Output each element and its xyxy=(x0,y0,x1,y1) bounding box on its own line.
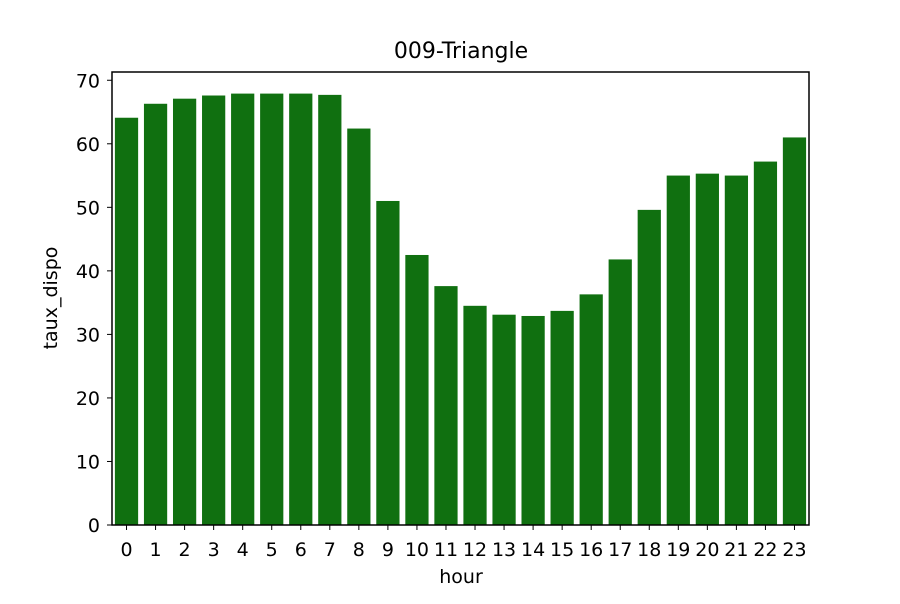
x-tick-label: 17 xyxy=(608,539,632,561)
bar-hour-5 xyxy=(260,93,284,525)
x-tick-label: 16 xyxy=(579,539,603,561)
bar-hour-13 xyxy=(492,314,516,525)
bar-hour-1 xyxy=(143,103,168,526)
x-axis-label: hour xyxy=(439,566,483,588)
bar-hour-19 xyxy=(666,175,690,525)
x-tick-label: 22 xyxy=(753,539,777,561)
y-tick-label: 40 xyxy=(76,261,100,283)
x-tick-label: 13 xyxy=(492,539,516,561)
bar-hour-10 xyxy=(405,254,429,526)
x-tick-label: 5 xyxy=(266,539,278,561)
x-tick-label: 11 xyxy=(434,539,458,561)
x-tick-label: 15 xyxy=(550,539,574,561)
x-tick-label: 6 xyxy=(295,539,307,561)
x-tick-label: 20 xyxy=(695,539,719,561)
y-tick-label: 30 xyxy=(76,324,100,346)
x-tick-label: 14 xyxy=(521,539,545,561)
bar-hour-18 xyxy=(637,209,661,525)
x-tick-label: 19 xyxy=(666,539,690,561)
bar-hour-17 xyxy=(608,259,632,525)
x-tick-label: 2 xyxy=(179,539,191,561)
y-tick-label: 10 xyxy=(76,451,100,473)
x-tick-label: 7 xyxy=(324,539,336,561)
bar-hour-0 xyxy=(114,117,139,526)
x-axis-ticks: 0 1 2 3 4 5 6 7 8 9 10 11 12 13 14 15 16 17 18 19 20 21 22 23 xyxy=(120,525,807,561)
bar-hour-9 xyxy=(376,200,400,525)
bar-hour-20 xyxy=(695,173,719,525)
bar-hour-7 xyxy=(318,94,342,526)
bar-hour-6 xyxy=(289,93,313,525)
bar-hour-4 xyxy=(231,93,255,525)
x-tick-label: 9 xyxy=(382,539,394,561)
y-tick-label: 70 xyxy=(76,70,100,92)
x-tick-label: 1 xyxy=(150,539,162,561)
bar-hour-23 xyxy=(782,137,807,525)
x-tick-label: 8 xyxy=(353,539,365,561)
y-tick-label: 50 xyxy=(76,197,100,219)
y-tick-label: 60 xyxy=(76,134,100,156)
bar-hour-15 xyxy=(550,310,574,525)
x-tick-label: 21 xyxy=(724,539,748,561)
x-tick-label: 12 xyxy=(463,539,487,561)
x-tick-label: 10 xyxy=(405,539,429,561)
bar-hour-12 xyxy=(463,305,487,525)
y-tick-label: 20 xyxy=(76,388,100,410)
bar-hour-16 xyxy=(579,294,603,525)
bar-hour-2 xyxy=(172,98,197,526)
chart-title: 009-Triangle xyxy=(394,39,528,64)
x-tick-label: 4 xyxy=(237,539,249,561)
y-tick-label: 0 xyxy=(88,515,100,537)
bar-hour-14 xyxy=(521,315,545,525)
y-axis-ticks: 0 10 20 30 40 50 60 70 xyxy=(76,70,112,537)
bar-hour-21 xyxy=(724,175,749,525)
plot-frame xyxy=(111,71,810,526)
bar-hour-11 xyxy=(434,286,458,525)
bars-layer xyxy=(114,93,807,526)
x-tick-label: 23 xyxy=(782,539,806,561)
bar-hour-22 xyxy=(753,161,778,525)
bar-hour-3 xyxy=(202,95,226,525)
y-axis-label: taux_dispo xyxy=(40,247,62,350)
x-tick-label: 18 xyxy=(637,539,661,561)
bar-hour-8 xyxy=(347,128,371,526)
x-tick-label: 0 xyxy=(120,539,132,561)
x-tick-label: 3 xyxy=(208,539,220,561)
